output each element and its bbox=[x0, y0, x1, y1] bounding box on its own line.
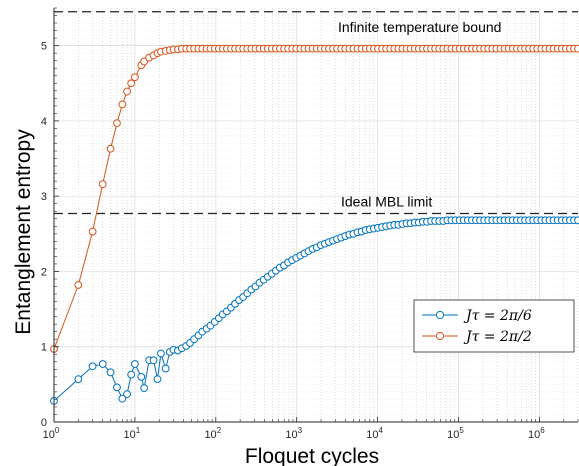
data-point bbox=[149, 356, 158, 365]
data-point bbox=[98, 360, 107, 368]
reference-line-label: Infinite temperature bound bbox=[338, 19, 501, 35]
x-axis-label: Floquet cycles bbox=[245, 445, 379, 466]
reference-line-label: Ideal MBL limit bbox=[341, 193, 432, 209]
data-point bbox=[157, 349, 165, 358]
legend-box bbox=[413, 299, 575, 353]
x-tick-label: 106 bbox=[528, 426, 545, 441]
data-point bbox=[574, 216, 579, 225]
axes bbox=[53, 7, 579, 423]
x-tick-label: 104 bbox=[366, 426, 383, 441]
data-point bbox=[98, 180, 107, 189]
data-point bbox=[574, 44, 579, 53]
y-tick-label: 1 bbox=[41, 342, 47, 354]
x-tick-label: 103 bbox=[285, 426, 302, 441]
data-point bbox=[140, 57, 149, 66]
data-point bbox=[113, 119, 121, 128]
y-tick-label: 5 bbox=[41, 41, 47, 53]
y-axis-label: Entanglement entropy bbox=[12, 129, 35, 335]
legend-label: Jτ = 2π/6 bbox=[463, 308, 532, 324]
x-tick-label: 100 bbox=[43, 426, 60, 441]
data-point bbox=[137, 372, 146, 381]
data-point bbox=[74, 281, 83, 289]
x-tick-label: 105 bbox=[447, 426, 464, 441]
y-tick-label: 4 bbox=[41, 116, 47, 128]
grid bbox=[53, 7, 579, 423]
x-tick-label: 102 bbox=[204, 426, 221, 441]
data-point bbox=[88, 227, 97, 236]
data-point bbox=[106, 144, 115, 153]
legend-swatch-marker bbox=[435, 331, 445, 341]
data-point bbox=[127, 370, 136, 379]
legend-label: Jτ = 2π/2 bbox=[463, 329, 532, 345]
data-point bbox=[118, 100, 127, 109]
legend: Jτ = 2π/6 Jτ = 2π/2 bbox=[413, 299, 575, 353]
series-1 bbox=[50, 216, 579, 405]
data-point bbox=[74, 375, 83, 383]
data-point bbox=[88, 362, 97, 371]
y-tick-label: 3 bbox=[41, 191, 47, 203]
data-point bbox=[131, 360, 139, 368]
y-tick-label: 2 bbox=[41, 266, 47, 278]
data-point bbox=[131, 73, 139, 82]
series-2 bbox=[50, 44, 579, 353]
data-point bbox=[161, 364, 170, 373]
y-tick-label: 0 bbox=[41, 417, 47, 429]
data-point bbox=[127, 79, 136, 88]
x-tick-label: 101 bbox=[124, 426, 141, 441]
data-point bbox=[123, 87, 131, 96]
tick-labels: 100 101 102 103 104 105 106 0 1 2 3 4 5 bbox=[41, 41, 545, 441]
data-point bbox=[113, 383, 121, 392]
data-point bbox=[106, 368, 115, 377]
data-point bbox=[123, 390, 131, 399]
data-point bbox=[153, 375, 162, 383]
reference-lines: Infinite temperature bound Ideal MBL limi… bbox=[54, 11, 578, 215]
data-point bbox=[118, 394, 127, 403]
data-point bbox=[140, 384, 149, 393]
legend-swatch-marker bbox=[435, 310, 445, 320]
series bbox=[50, 44, 579, 405]
